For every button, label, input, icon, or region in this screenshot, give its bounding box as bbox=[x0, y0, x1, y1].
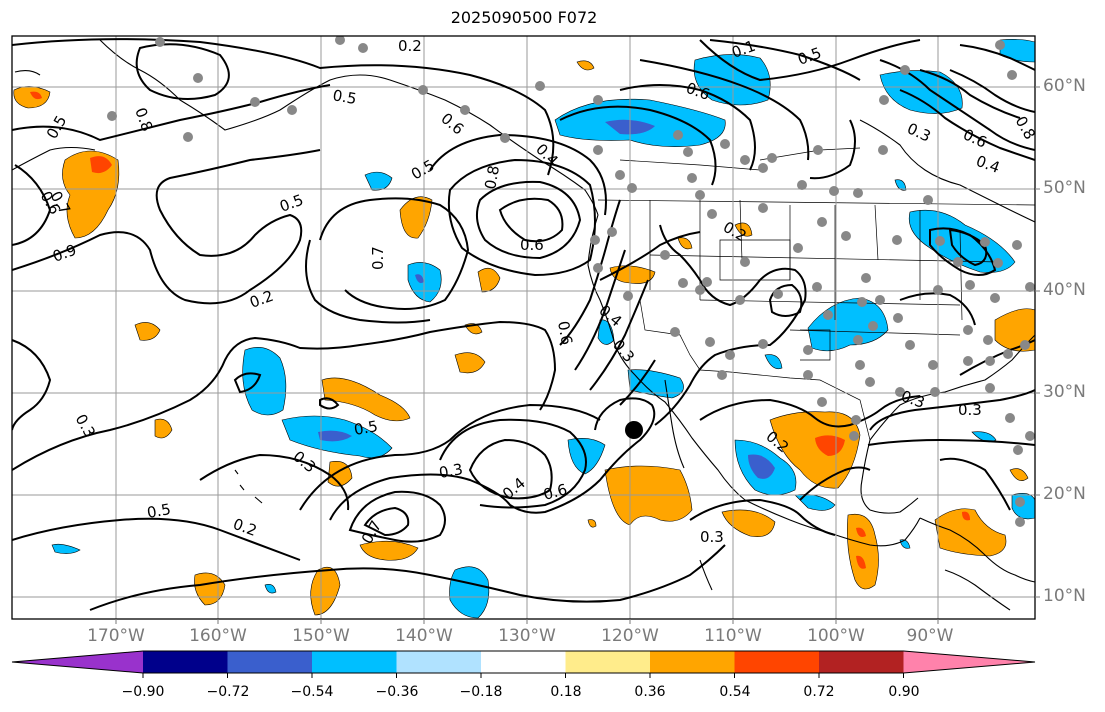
contour-label: 0.5 bbox=[353, 417, 380, 439]
colorbar-segment bbox=[312, 651, 397, 673]
lon-label: 100°W bbox=[807, 626, 865, 646]
lon-label: 110°W bbox=[704, 626, 762, 646]
lon-label: 130°W bbox=[498, 626, 556, 646]
colorbar-extend-max bbox=[903, 651, 1035, 673]
colorbar-tick-label: 0.72 bbox=[803, 684, 835, 700]
lon-label: 140°W bbox=[395, 626, 453, 646]
contour-label: 0.8 bbox=[481, 164, 503, 191]
colorbar-segment bbox=[227, 651, 313, 673]
contour-label: 0.2 bbox=[398, 37, 422, 55]
lat-label: 10°N bbox=[1043, 586, 1086, 606]
strong-positive-shading bbox=[30, 91, 970, 569]
station-markers bbox=[107, 36, 1035, 527]
contour-label: 0.6 bbox=[520, 236, 544, 254]
colorbar-tick-label: 0.90 bbox=[888, 684, 920, 700]
colorbar-segment bbox=[481, 651, 566, 673]
map-frame bbox=[11, 35, 1036, 620]
colorbar-tick-label: 0.54 bbox=[719, 684, 751, 700]
colorbar-segment bbox=[396, 651, 482, 673]
colorbar-segment bbox=[565, 651, 651, 673]
contour-label: 0.3 bbox=[438, 460, 465, 482]
lat-label: 20°N bbox=[1043, 484, 1086, 504]
lon-label: 160°W bbox=[189, 626, 247, 646]
lon-ticks bbox=[115, 619, 939, 624]
contour-label: 0.3 bbox=[958, 401, 982, 419]
lon-label: 120°W bbox=[601, 626, 659, 646]
map-title: 2025090500 F072 bbox=[450, 8, 598, 27]
colorbar-tick-label: −0.18 bbox=[459, 684, 503, 700]
graticule bbox=[12, 36, 1035, 619]
contour-label: 0.3 bbox=[700, 528, 724, 546]
colorbar-tick-label: 0.18 bbox=[550, 684, 582, 700]
map-body: 0.2 0.1 0.5 0.6 0.3 0.6 0.4 0.8 0.5 0.5 … bbox=[12, 36, 1035, 619]
colorbar-tick-label: 0.36 bbox=[634, 684, 666, 700]
colorbar bbox=[11, 650, 1036, 678]
coastlines bbox=[12, 39, 1035, 611]
contour-label: 0.6 bbox=[554, 320, 576, 347]
lon-label: 90°W bbox=[906, 626, 954, 646]
lat-ticks bbox=[1035, 86, 1040, 598]
colorbar-segment bbox=[734, 651, 820, 673]
contour-label: 0.6 bbox=[541, 480, 569, 504]
colorbar-segment bbox=[650, 651, 735, 673]
colorbar-tick-label: −0.90 bbox=[121, 684, 165, 700]
lat-label: 30°N bbox=[1043, 382, 1086, 402]
contour-lines bbox=[12, 38, 1035, 611]
colorbar-tick-label: −0.36 bbox=[375, 684, 419, 700]
location-marker bbox=[625, 421, 643, 439]
colorbar-tick-label: −0.54 bbox=[290, 684, 334, 700]
colorbar-extend-min bbox=[12, 651, 143, 673]
colorbar-tick-label: −0.72 bbox=[206, 684, 250, 700]
colorbar-segment bbox=[819, 651, 904, 673]
contour-label: 0.7 bbox=[369, 246, 387, 270]
lon-label: 170°W bbox=[87, 626, 145, 646]
lat-label: 60°N bbox=[1043, 76, 1086, 96]
colorbar-segment bbox=[143, 651, 228, 673]
lat-label: 40°N bbox=[1043, 280, 1086, 300]
lat-label: 50°N bbox=[1043, 178, 1086, 198]
contour-label: 0.5 bbox=[331, 86, 358, 108]
contour-label: 0.5 bbox=[146, 500, 173, 522]
lon-label: 150°W bbox=[292, 626, 350, 646]
